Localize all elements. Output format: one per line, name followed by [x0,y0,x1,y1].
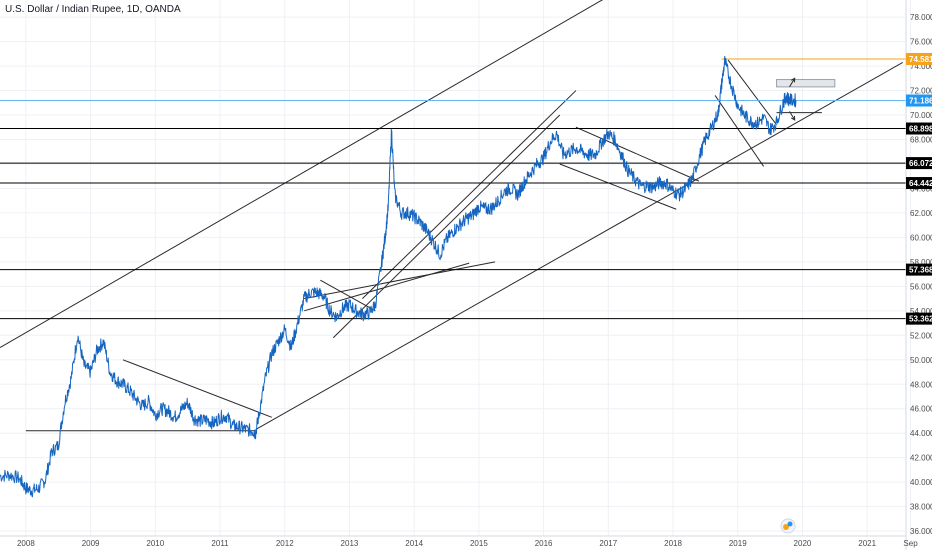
price-tag [906,52,932,65]
y-tick-label: 44.000 [910,429,932,438]
x-tick-label: 2012 [276,539,294,548]
price-series [0,55,797,498]
y-tick-label: 50.000 [910,356,932,365]
trend-lines [0,0,904,432]
x-axis-ticks: 2008 2009 2010 2011 2012 2013 2014 2015 2016 2017… [17,539,918,548]
x-tick-label: 2016 [535,539,553,548]
price-tag-label: 64.442 [909,179,932,188]
price-tag-label: 53.362 [909,315,932,324]
price-tag-label: 66.072 [909,159,932,168]
x-tick-label: 2020 [794,539,812,548]
axes [0,0,907,550]
trend-line [332,114,561,339]
trend-line [304,261,496,300]
price-tag-label: 71.186 [909,97,932,106]
price-line [0,55,797,498]
y-tick-label: 60.000 [910,233,932,242]
y-tick-label: 36.000 [910,527,932,536]
x-tick-label: 2017 [599,539,617,548]
horizontal-levels [0,58,906,320]
trend-line [255,61,904,430]
trend-line [727,59,777,126]
price-tags: 74.581 71.186 68.898 66.072 64.442 57.368 53.3… [906,52,932,325]
chart-title: U.S. Dollar / Indian Rupee, 1D, OANDA [5,4,181,15]
x-tick-label: 2013 [341,539,359,548]
y-tick-label: 70.000 [910,111,932,120]
arrow-head [790,77,796,83]
y-tick-label: 46.000 [910,405,932,414]
logo-icon [780,518,796,534]
x-tick-label: 2018 [664,539,682,548]
y-tick-label: 56.000 [910,282,932,291]
y-tick-label: 42.000 [910,454,932,463]
x-tick-label: 2011 [211,539,229,548]
y-tick-label: 72.000 [910,87,932,96]
trend-line [0,0,604,348]
x-tick-label: 2014 [405,539,423,548]
price-tag [906,122,932,135]
direction-arrow [789,78,796,88]
x-tick-label: 2010 [146,539,164,548]
y-tick-label: 52.000 [910,331,932,340]
y-tick-label: 68.000 [910,136,932,145]
trend-line [304,262,470,312]
x-tick-label: 2015 [470,539,488,548]
y-tick-label: 54.000 [910,307,932,316]
y-tick-label: 74.000 [910,62,932,71]
trend-line [122,359,272,418]
price-tag [906,312,932,325]
price-tag [906,263,932,276]
arrow-head [790,115,796,121]
trend-line [714,95,765,167]
price-tag-label: 68.898 [909,125,932,134]
last-price-tag [906,94,932,107]
y-tick-label: 78.000 [910,13,932,22]
y-tick-label: 38.000 [910,503,932,512]
x-tick-label: 2021 [858,539,876,548]
trend-line [559,163,677,210]
y-tick-label: 76.000 [910,38,932,47]
price-tag [906,157,932,170]
trend-line [362,90,577,299]
price-tag [906,177,932,190]
price-tag-label: 74.581 [909,55,932,64]
x-tick-label: 2019 [729,539,747,548]
price-tag-label: 57.368 [909,266,932,275]
x-tick-label: Sep [903,539,918,548]
trend-line [575,126,700,182]
y-tick-label: 40.000 [910,478,932,487]
x-tick-label: 2009 [82,539,100,548]
y-tick-label: 48.000 [910,380,932,389]
y-tick-label: 62.000 [910,209,932,218]
x-tick-label: 2008 [17,539,35,548]
direction-arrow [789,111,796,121]
y-tick-label: 58.000 [910,258,932,267]
grid-lines [0,0,912,536]
resistance-zone [776,79,836,88]
